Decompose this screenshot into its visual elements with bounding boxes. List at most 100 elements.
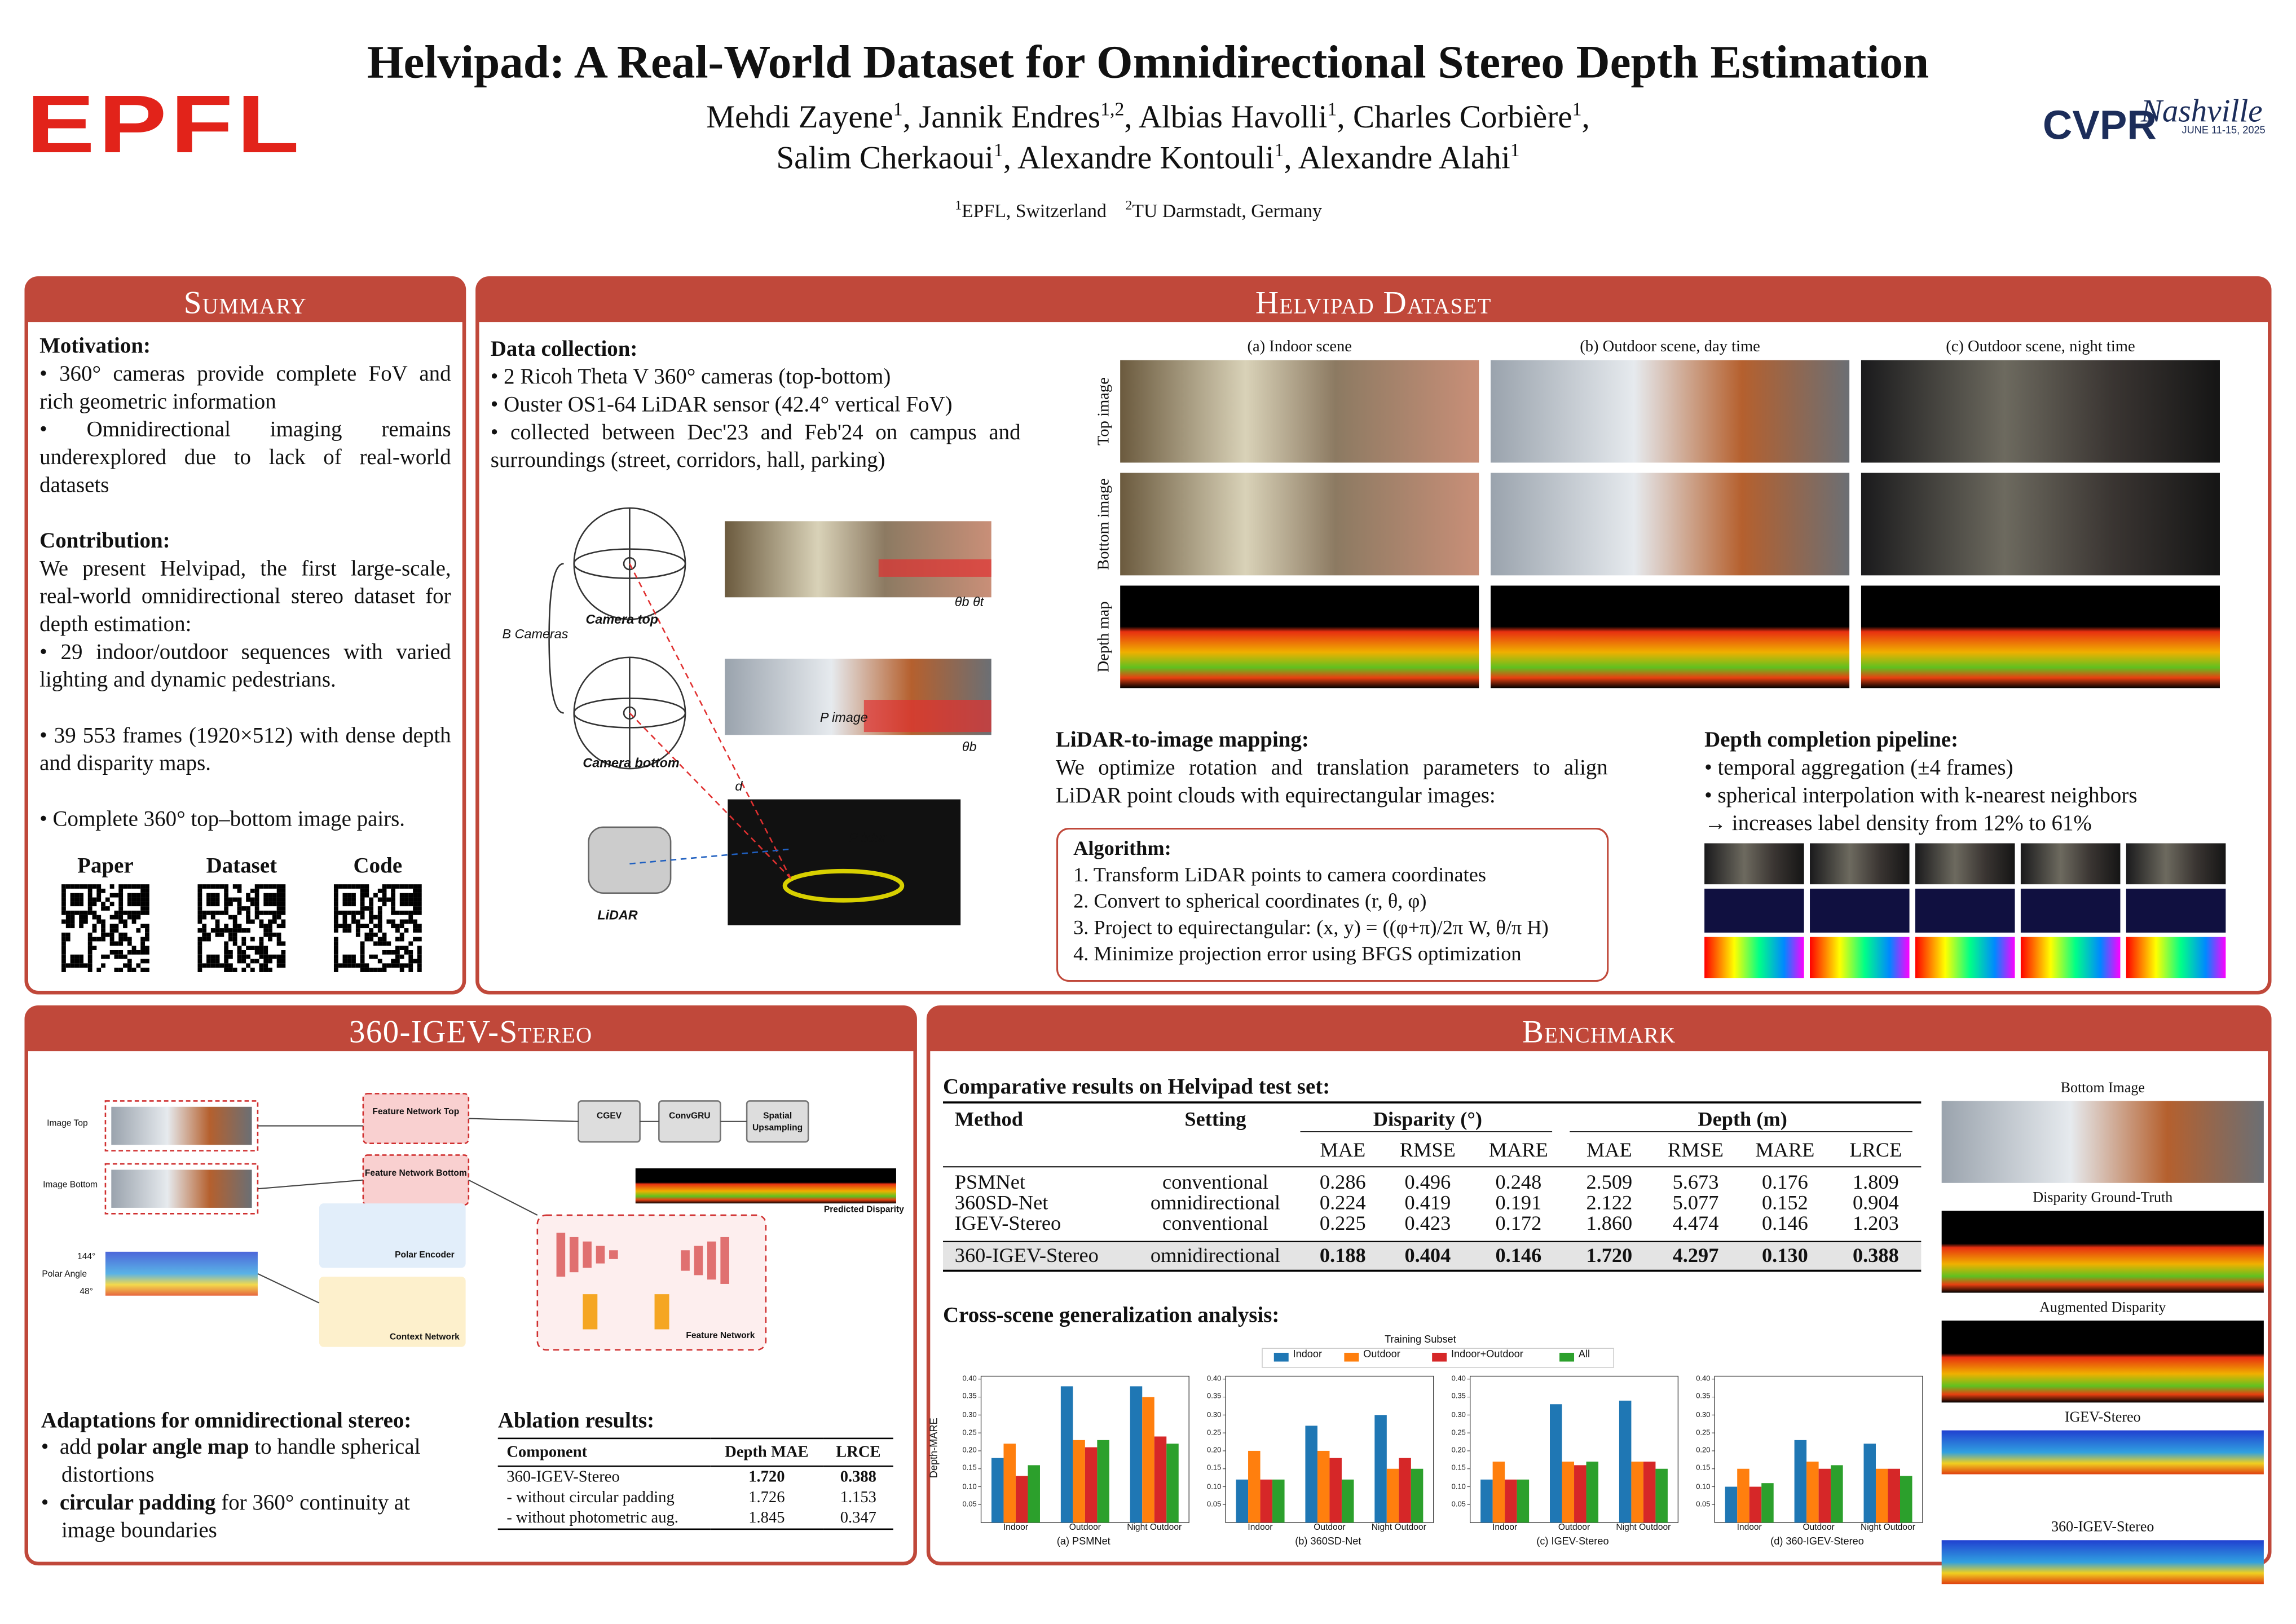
qr-module bbox=[237, 884, 242, 889]
qr-module bbox=[250, 968, 255, 972]
qr-module bbox=[87, 963, 92, 968]
qr-module bbox=[206, 959, 211, 964]
qr-module bbox=[404, 946, 409, 950]
qr-module bbox=[215, 884, 220, 889]
y-tick-label: 0.25 bbox=[962, 1428, 977, 1437]
group-header: Disparity (°) bbox=[1373, 1109, 1483, 1132]
qr-module bbox=[342, 897, 347, 902]
qr-module bbox=[118, 915, 124, 920]
bar bbox=[1248, 1450, 1261, 1523]
qr-module bbox=[276, 937, 281, 942]
qr-module bbox=[237, 897, 242, 902]
qr-module bbox=[92, 946, 97, 950]
qr-module bbox=[377, 897, 382, 902]
qr-module bbox=[268, 910, 272, 915]
qr-module bbox=[215, 954, 220, 959]
bar bbox=[1374, 1415, 1387, 1523]
y-tick-label: 0.15 bbox=[1207, 1464, 1222, 1473]
qr-module bbox=[215, 924, 220, 929]
y-tick-label: 0.05 bbox=[962, 1500, 977, 1510]
bar bbox=[1028, 1465, 1040, 1523]
qr-module bbox=[355, 884, 360, 889]
qr-module bbox=[197, 906, 202, 911]
diagram-arrow bbox=[468, 1179, 538, 1216]
qr-module bbox=[83, 963, 88, 968]
qr-module bbox=[74, 897, 80, 902]
poster-title: Helvipad: A Real-World Dataset for Omnid… bbox=[0, 32, 2296, 91]
qr-module bbox=[342, 893, 347, 898]
bar bbox=[1818, 1468, 1831, 1523]
adaptations: • add polar angle map to handle spherica… bbox=[41, 1435, 466, 1546]
qr-module bbox=[197, 937, 202, 942]
table-cell: conventional bbox=[1162, 1213, 1268, 1236]
qr-module bbox=[140, 897, 146, 902]
qr-module bbox=[347, 963, 352, 968]
qr-module bbox=[254, 950, 259, 955]
qr-module bbox=[145, 950, 149, 955]
qr-module bbox=[123, 937, 127, 942]
qr-module bbox=[87, 902, 92, 907]
qr-module bbox=[237, 950, 242, 955]
qr-module bbox=[417, 888, 422, 893]
qr-module bbox=[237, 946, 242, 950]
author-name: Alexandre Kontouli bbox=[1017, 139, 1275, 176]
qr-code bbox=[333, 884, 422, 972]
qr-module bbox=[114, 941, 119, 946]
qr-module bbox=[268, 954, 272, 959]
y-tick-label: 0.10 bbox=[962, 1482, 977, 1491]
qr-module bbox=[197, 902, 202, 907]
qr-module bbox=[241, 906, 246, 911]
qr-module bbox=[61, 954, 66, 959]
panel-title: 360-IGEV-Stereo bbox=[349, 1013, 593, 1050]
qr-module bbox=[145, 884, 149, 889]
qr-module bbox=[382, 963, 387, 968]
ablation-cell: 0.347 bbox=[840, 1509, 876, 1527]
qr-module bbox=[417, 950, 422, 955]
qr-module bbox=[281, 941, 286, 946]
qr-module bbox=[136, 910, 141, 915]
pipeline-image bbox=[1810, 843, 1910, 885]
bar bbox=[1831, 1465, 1843, 1523]
qr-module bbox=[127, 915, 132, 920]
bullet: • bbox=[41, 1491, 60, 1516]
qr-module bbox=[215, 893, 220, 898]
qr-module bbox=[79, 954, 83, 959]
table-cell: 2.509 bbox=[1586, 1172, 1633, 1195]
qr-module bbox=[74, 893, 80, 898]
qr-module bbox=[92, 897, 97, 902]
author-separator: , bbox=[1284, 139, 1292, 176]
qr-module bbox=[338, 884, 343, 889]
affiliation-name: EPFL, Switzerland bbox=[962, 199, 1107, 222]
qr-module bbox=[140, 946, 146, 950]
depth-item: • spherical interpolation with k-nearest… bbox=[1704, 784, 2138, 809]
qr-module bbox=[210, 884, 215, 889]
author-affiliation: 1 bbox=[1572, 98, 1582, 120]
legend-label: Outdoor bbox=[1363, 1349, 1400, 1360]
qr-module bbox=[276, 888, 281, 893]
column-caption: (c) Outdoor scene, night time bbox=[1946, 338, 2135, 356]
column-caption: (a) Indoor scene bbox=[1247, 338, 1352, 356]
qr-module bbox=[210, 893, 215, 898]
qr-module bbox=[408, 919, 413, 924]
ablation-cell: 0.388 bbox=[840, 1468, 876, 1486]
qr-module bbox=[140, 937, 146, 942]
qr-module bbox=[281, 963, 286, 968]
qr-module bbox=[237, 959, 242, 964]
qr-module bbox=[123, 932, 127, 937]
metric-header: MAE bbox=[1586, 1140, 1632, 1163]
qr-module bbox=[74, 963, 80, 968]
qr-module bbox=[202, 924, 207, 929]
table-title: Comparative results on Helvipad test set… bbox=[943, 1076, 1330, 1100]
qr-module bbox=[342, 963, 347, 968]
qr-module bbox=[61, 888, 66, 893]
bullet: • bbox=[490, 394, 504, 417]
qr-module bbox=[131, 915, 136, 920]
bar bbox=[991, 1458, 1004, 1523]
qr-module bbox=[215, 910, 220, 915]
algorithm-step: 3. Project to equirectangular: (x, y) = … bbox=[1073, 917, 1549, 940]
qr-module bbox=[61, 906, 66, 911]
qr-module bbox=[268, 968, 272, 972]
qr-module bbox=[395, 950, 400, 955]
